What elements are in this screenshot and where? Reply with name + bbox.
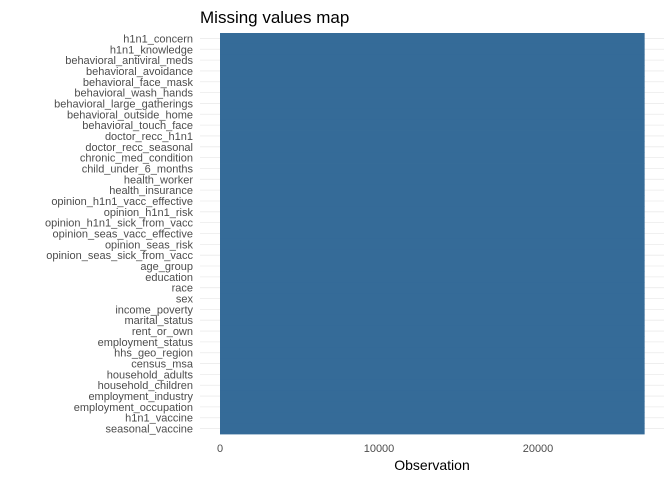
heatmap-row-marital_status bbox=[220, 314, 645, 327]
y-tick-label: behavioral_antiviral_meds bbox=[65, 55, 193, 67]
y-tick-label: census_msa bbox=[131, 359, 194, 371]
chart-title: Missing values map bbox=[200, 8, 349, 27]
heatmap-row-doctor_recc_h1n1 bbox=[220, 130, 645, 142]
heatmap-row-behavioral_outside_home bbox=[220, 108, 645, 121]
heatmap-row-household_adults bbox=[220, 368, 645, 381]
heatmap-row-doctor_recc_seasonal bbox=[220, 141, 645, 153]
y-tick-label: household_adults bbox=[107, 369, 194, 381]
heatmap-row-sex bbox=[220, 293, 645, 305]
y-tick-label: opinion_seas_risk bbox=[105, 239, 194, 251]
data-region bbox=[220, 33, 645, 435]
heatmap-row-opinion_h1n1_vacc_effective bbox=[220, 195, 645, 207]
y-tick-label: chronic_med_condition bbox=[80, 153, 193, 165]
y-tick-label: health_worker bbox=[124, 174, 193, 186]
y-tick-label: behavioral_face_mask bbox=[83, 77, 194, 89]
heatmap-row-hhs_geo_region bbox=[220, 347, 645, 359]
y-tick-label: opinion_h1n1_vacc_effective bbox=[51, 196, 193, 208]
heatmap-row-behavioral_antiviral_meds bbox=[220, 54, 645, 66]
y-tick-label: behavioral_avoidance bbox=[86, 66, 193, 78]
heatmap-row-rent_or_own bbox=[220, 325, 645, 337]
y-axis-tick-labels: h1n1_concernh1n1_knowledgebehavioral_ant… bbox=[45, 33, 194, 435]
y-tick-label: opinion_h1n1_risk bbox=[104, 207, 194, 219]
heatmap-row-census_msa bbox=[220, 358, 645, 370]
y-tick-label: age_group bbox=[140, 261, 193, 273]
heatmap-row-behavioral_wash_hands bbox=[220, 87, 645, 99]
heatmap-row-opinion_h1n1_sick_from_vacc bbox=[220, 217, 645, 229]
heatmap-row-opinion_seas_sick_from_vacc bbox=[220, 249, 645, 261]
x-tick-label: 20000 bbox=[523, 443, 554, 455]
y-tick-label: behavioral_large_gatherings bbox=[54, 98, 193, 110]
heatmap-row-h1n1_vaccine bbox=[220, 412, 645, 424]
heatmap-row-behavioral_large_gatherings bbox=[220, 98, 645, 110]
heatmap-row-behavioral_avoidance bbox=[220, 65, 645, 77]
x-axis-tick-labels: 0 10000 20000 bbox=[217, 443, 553, 455]
y-tick-label: opinion_seas_sick_from_vacc bbox=[46, 250, 193, 262]
x-tick-label: 0 bbox=[217, 443, 223, 455]
heatmap-row-household_children bbox=[220, 379, 645, 392]
heatmap-row-child_under_6_months bbox=[220, 163, 645, 175]
y-tick-label: health_insurance bbox=[109, 185, 193, 197]
y-tick-label: h1n1_knowledge bbox=[110, 44, 193, 56]
y-tick-label: doctor_recc_seasonal bbox=[85, 142, 193, 154]
heatmap-row-behavioral_touch_face bbox=[220, 119, 645, 131]
heatmap-row-employment_industry bbox=[220, 390, 645, 402]
heatmap-row-education bbox=[220, 271, 645, 283]
heatmap-row-race bbox=[220, 282, 645, 294]
y-tick-label: employment_occupation bbox=[74, 402, 193, 414]
y-tick-label: income_poverty bbox=[115, 304, 193, 316]
y-tick-label: behavioral_touch_face bbox=[82, 120, 193, 132]
y-tick-label: h1n1_vaccine bbox=[125, 413, 193, 425]
y-tick-label: behavioral_outside_home bbox=[67, 109, 193, 121]
y-tick-label: child_under_6_months bbox=[82, 163, 194, 175]
heatmap-row-seasonal_vaccine bbox=[220, 423, 645, 435]
y-tick-label: opinion_seas_vacc_effective bbox=[53, 229, 193, 241]
y-tick-label: sex bbox=[176, 294, 194, 306]
heatmap-row-health_worker bbox=[220, 173, 645, 186]
y-tick-label: employment_industry bbox=[88, 391, 193, 403]
y-tick-label: race bbox=[172, 283, 193, 295]
x-tick-label: 10000 bbox=[364, 443, 395, 455]
heatmap-row-income_poverty bbox=[220, 303, 645, 316]
heatmap-row-opinion_h1n1_risk bbox=[220, 206, 645, 218]
heatmap-row-h1n1_knowledge bbox=[220, 43, 645, 56]
y-tick-label: behavioral_wash_hands bbox=[74, 88, 193, 100]
heatmap-row-h1n1_concern bbox=[220, 33, 645, 45]
y-tick-label: hhs_geo_region bbox=[114, 348, 193, 360]
y-tick-label: opinion_h1n1_sick_from_vacc bbox=[45, 218, 193, 230]
y-tick-label: h1n1_concern bbox=[123, 33, 193, 45]
y-tick-label: seasonal_vaccine bbox=[106, 424, 193, 436]
heatmap-row-employment_occupation bbox=[220, 401, 645, 413]
heatmap-row-opinion_seas_vacc_effective bbox=[220, 228, 645, 240]
heatmap-row-chronic_med_condition bbox=[220, 152, 645, 164]
heatmap-row-age_group bbox=[220, 260, 645, 272]
heatmap-row-health_insurance bbox=[220, 184, 645, 196]
y-tick-label: household_children bbox=[98, 380, 193, 392]
heatmap-row-employment_status bbox=[220, 336, 645, 348]
y-tick-label: rent_or_own bbox=[132, 326, 193, 338]
y-tick-label: marital_status bbox=[125, 315, 194, 327]
x-axis-label: Observation bbox=[394, 457, 469, 473]
heatmap-row-opinion_seas_risk bbox=[220, 238, 645, 251]
y-tick-label: education bbox=[145, 272, 193, 284]
y-tick-label: employment_status bbox=[98, 337, 194, 349]
heatmap-row-behavioral_face_mask bbox=[220, 76, 645, 88]
y-tick-label: doctor_recc_h1n1 bbox=[105, 131, 193, 143]
